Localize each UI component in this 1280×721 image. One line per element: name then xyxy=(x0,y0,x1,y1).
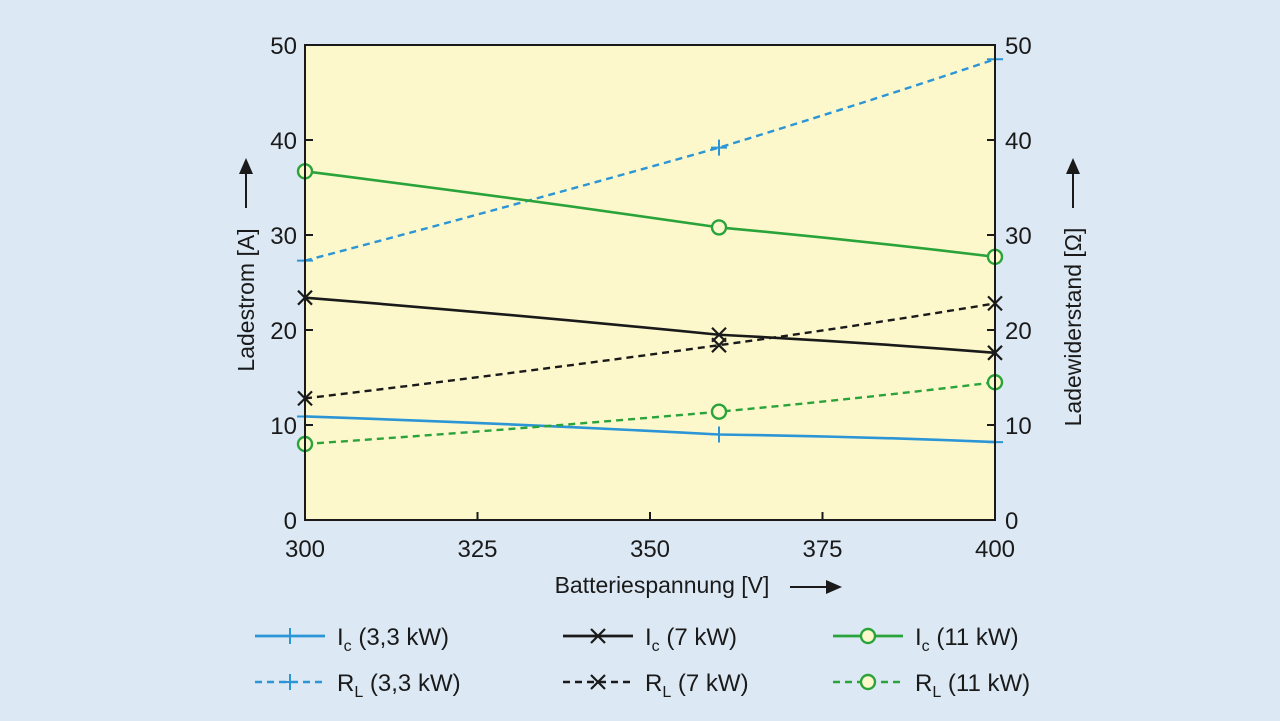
y-right-tick-label: 10 xyxy=(1005,413,1032,440)
legend-item: Ic (11 kW) xyxy=(833,624,1019,655)
y-right-tick-label: 50 xyxy=(1005,33,1032,60)
arrow-head xyxy=(1066,158,1080,174)
y-left-tick-label: 20 xyxy=(270,318,297,345)
y-right-tick-label: 30 xyxy=(1005,223,1032,250)
legend-item: RL (7 kW) xyxy=(563,670,749,701)
y-right-tick-label: 0 xyxy=(1005,508,1018,535)
y-axis-left-title-group: Ladestrom [A] xyxy=(233,158,259,372)
series-line xyxy=(304,170,996,259)
y-right-tick-label: 40 xyxy=(1005,128,1032,155)
legend-item: RL (3,3 kW) xyxy=(255,670,461,701)
y-axis-left-arrow-icon xyxy=(239,158,253,208)
series-line xyxy=(304,381,996,446)
data-point xyxy=(711,426,727,443)
y-axis-right-arrow-icon xyxy=(1066,158,1080,208)
legend-label: Ic (3,3 kW) xyxy=(337,624,449,655)
series-line xyxy=(304,302,996,400)
arrow-head xyxy=(239,158,253,174)
x-tick-label: 375 xyxy=(802,536,842,563)
y-left-tick-label: 0 xyxy=(284,508,297,535)
x-axis-title: Batteriespannung [V] xyxy=(555,572,770,598)
data-point xyxy=(711,139,727,156)
series-line xyxy=(304,415,996,444)
y-left-tick-label: 30 xyxy=(270,223,297,250)
data-point xyxy=(711,337,727,353)
x-axis-arrow-icon xyxy=(790,580,842,594)
legend: Ic (3,3 kW) Ic (7 kW) Ic (11 kW) RL (3,3 kW… xyxy=(255,624,1030,701)
legend-marker xyxy=(590,674,606,690)
legend-label: RL (3,3 kW) xyxy=(337,670,461,701)
x-tick-label: 400 xyxy=(975,536,1015,563)
legend-marker xyxy=(859,627,877,645)
x-tick-label: 300 xyxy=(285,536,325,563)
legend-marker xyxy=(282,628,298,644)
legend-item: Ic (3,3 kW) xyxy=(255,624,449,655)
x-tick-label: 325 xyxy=(457,536,497,563)
legend-item: RL (11 kW) xyxy=(833,670,1030,701)
series-line xyxy=(304,58,996,262)
data-point xyxy=(710,403,728,420)
legend-label: RL (11 kW) xyxy=(915,670,1030,701)
data-point xyxy=(710,219,728,236)
arrow-head xyxy=(826,580,842,594)
legend-marker xyxy=(590,628,606,644)
legend-label: RL (7 kW) xyxy=(645,670,749,701)
legend-item: Ic (7 kW) xyxy=(563,624,737,655)
plot-area xyxy=(305,45,995,520)
y-left-tick-label: 40 xyxy=(270,128,297,155)
y-left-tick-label: 50 xyxy=(270,33,297,60)
x-axis-title-group: Batteriespannung [V] xyxy=(555,572,842,598)
y-right-tick-label: 20 xyxy=(1005,318,1032,345)
y-axis-right-title-group: Ladewiderstand [Ω] xyxy=(1060,158,1086,426)
x-tick-label: 350 xyxy=(630,536,670,563)
legend-marker xyxy=(282,674,298,690)
legend-label: Ic (11 kW) xyxy=(915,624,1019,655)
legend-marker xyxy=(859,673,877,691)
series-line xyxy=(304,296,996,355)
y-axis-left-title: Ladestrom [A] xyxy=(233,228,259,371)
y-left-tick-label: 10 xyxy=(270,413,297,440)
legend-label: Ic (7 kW) xyxy=(645,624,737,655)
y-axis-right-title: Ladewiderstand [Ω] xyxy=(1060,228,1086,427)
